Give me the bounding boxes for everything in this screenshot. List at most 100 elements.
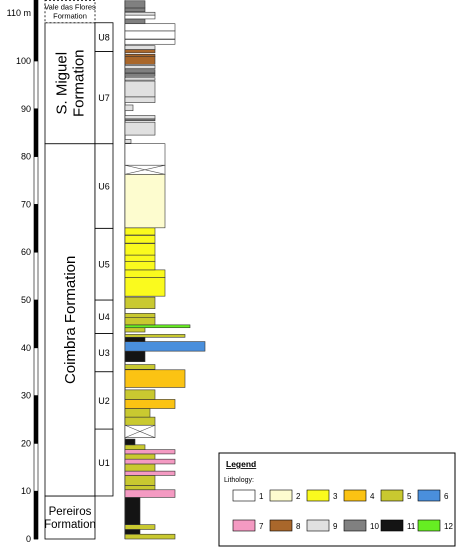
legend-swatch-label: 1	[259, 492, 264, 501]
legend-swatch	[306, 519, 330, 532]
lithology-bed	[124, 296, 156, 309]
axis-tick-label: 80	[21, 152, 31, 162]
lithology-bed	[124, 30, 176, 40]
lithology-bed	[124, 524, 156, 530]
lithology-bed	[124, 56, 156, 65]
lithology-bed	[124, 416, 156, 426]
formation-label: Vale das Flores	[44, 3, 96, 12]
lithology-bed	[124, 96, 156, 103]
lithology-bed	[124, 475, 156, 486]
lithology-bed	[124, 143, 166, 166]
lithology-bed	[124, 115, 156, 120]
axis-scale-bar	[34, 108, 38, 157]
axis-tick-label: 30	[21, 391, 31, 401]
lithology-bed	[124, 39, 176, 45]
legend-swatch	[269, 519, 293, 532]
lithology-bed	[124, 324, 191, 329]
legend-swatch	[306, 489, 330, 502]
legend-swatch	[269, 489, 293, 502]
lithology-bed	[124, 313, 156, 318]
legend-subtitle: Lithology:	[224, 477, 254, 484]
lithology-bed	[124, 408, 151, 418]
unit-label: U6	[98, 181, 110, 191]
legend-swatch-label: 9	[333, 522, 338, 531]
formation-label: Formation	[71, 49, 88, 117]
lithology-bed	[124, 173, 166, 229]
legend-swatch-label: 12	[444, 522, 453, 531]
lithology-bed	[124, 0, 146, 9]
formation-box	[44, 143, 96, 497]
legend-swatch	[232, 519, 256, 532]
legend-swatch-label: 6	[444, 492, 449, 501]
lithology-bed	[124, 389, 156, 400]
legend-title: Legend	[226, 459, 256, 469]
lithology-bed	[124, 80, 156, 98]
lithology-bed	[124, 49, 156, 54]
lithology-bed	[124, 470, 176, 476]
axis-scale-bar	[34, 0, 38, 62]
lithology-bed	[124, 277, 166, 297]
lithology-bed	[124, 449, 176, 455]
lithology-bed	[124, 121, 156, 136]
lithology-bed	[124, 23, 176, 32]
unit-label: U8	[98, 33, 110, 43]
legend-items: 1 2 3 4 5 67 8 9 10 11 12	[232, 489, 453, 532]
lithology-bed	[124, 336, 146, 342]
lithology-bed	[124, 529, 141, 535]
lithology-bed	[124, 485, 156, 491]
lithology-bed	[124, 14, 156, 20]
lithology-bed	[124, 7, 146, 13]
axis-scale-bar	[34, 491, 38, 539]
legend-swatch-label: 2	[296, 492, 301, 501]
lithology-bed	[124, 438, 136, 446]
covered-interval-mark	[124, 164, 166, 175]
legend-box: Legend Lithology: 1 2 3 4 5 67 8 9 10 11 12	[218, 452, 456, 547]
axis-tick-label: 20	[21, 438, 31, 448]
axis-tick-label: 60	[21, 247, 31, 257]
legend-swatch	[417, 489, 441, 502]
formation-label: Formation	[53, 12, 87, 21]
lithology-bed	[124, 369, 186, 388]
legend-swatch-label: 5	[407, 492, 412, 501]
lithology-bed	[124, 489, 176, 498]
covered-interval-mark	[124, 424, 156, 438]
lithology-bed	[124, 269, 166, 278]
formation-box	[44, 495, 96, 540]
axis-tick-label: 10	[21, 486, 31, 496]
axis-tick-label: 90	[21, 104, 31, 114]
lithology-bed	[124, 69, 156, 74]
axis-tick-label: 0	[26, 534, 31, 544]
legend-swatch	[417, 519, 441, 532]
lithology-bed	[124, 458, 176, 465]
lithology-bed	[124, 327, 146, 333]
lithology-bed	[124, 364, 156, 370]
legend-swatch-label: 7	[259, 522, 264, 531]
legend-swatch	[343, 489, 367, 502]
lithology-bed	[124, 45, 156, 50]
lithology-bed	[124, 444, 146, 450]
legend-swatch	[380, 519, 404, 532]
legend-swatch-label: 8	[296, 522, 301, 531]
lithology-column	[124, 0, 206, 540]
formation-label: Coimbra Formation	[62, 256, 79, 384]
formation-label: S. Miguel	[54, 52, 71, 115]
unit-column: U1 U2 U3 U4 U5 U6 U7 U8	[94, 22, 114, 497]
lithology-bed	[124, 260, 156, 271]
lithology-bed	[124, 399, 176, 409]
unit-label: U3	[98, 348, 110, 358]
lithology-bed	[124, 11, 156, 16]
formation-box	[44, 0, 96, 24]
lithology-bed	[124, 227, 156, 236]
formation-label: Formation	[44, 519, 96, 531]
legend-frame	[218, 452, 456, 547]
unit-label: U5	[98, 260, 110, 270]
lithology-bed	[124, 77, 156, 81]
axis-tick-label: 50	[21, 295, 31, 305]
lithology-bed	[124, 533, 176, 540]
axis-tick-label: 70	[21, 199, 31, 209]
unit-label: U7	[98, 93, 110, 103]
lithology-bed	[124, 73, 156, 77]
axis-tick-label: 40	[21, 343, 31, 353]
